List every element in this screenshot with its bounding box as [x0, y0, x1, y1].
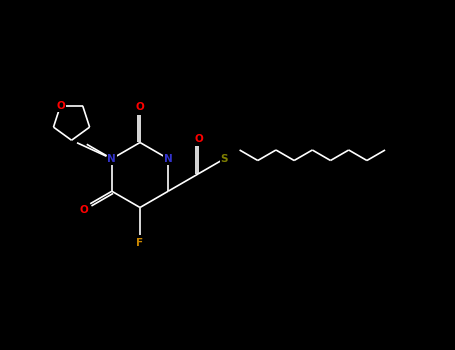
Text: O: O	[194, 134, 203, 144]
Text: F: F	[136, 238, 144, 247]
Text: O: O	[80, 205, 89, 215]
Text: N: N	[107, 154, 116, 164]
Text: N: N	[164, 154, 172, 164]
Text: O: O	[56, 101, 65, 111]
Text: S: S	[221, 154, 228, 164]
Text: O: O	[136, 103, 144, 112]
